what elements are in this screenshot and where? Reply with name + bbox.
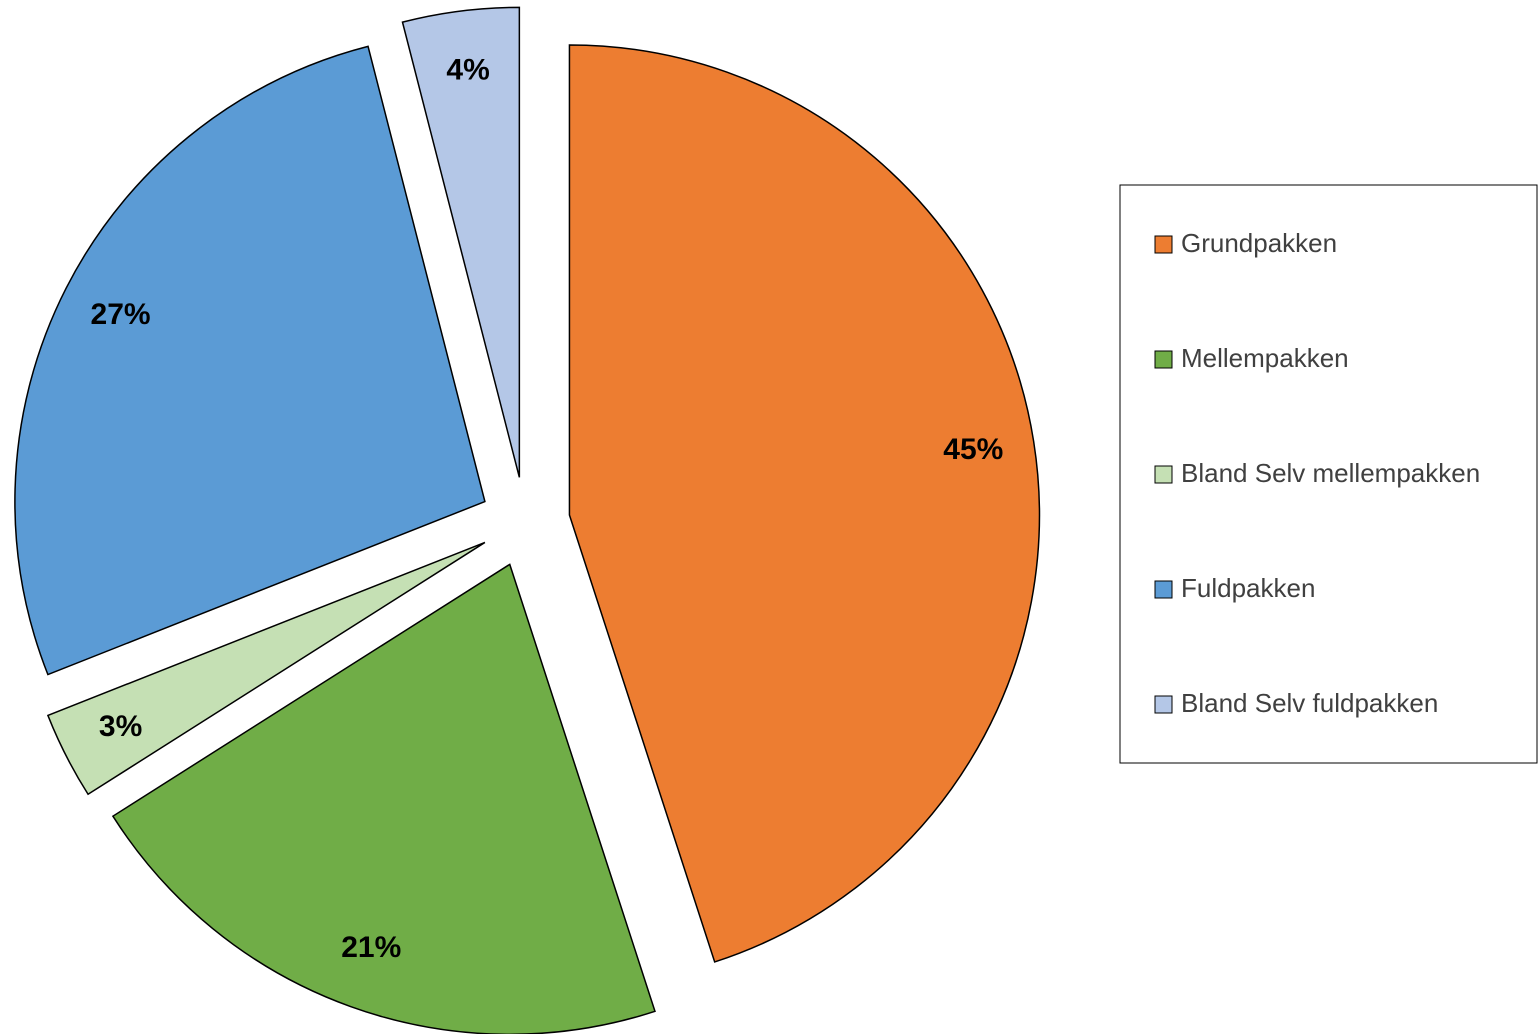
pie-slice: [14, 45, 486, 676]
legend-box: [1119, 184, 1538, 764]
data-label: 27%: [91, 298, 151, 331]
legend-swatch: [1154, 350, 1173, 369]
legend-swatch: [1154, 580, 1173, 599]
data-label: 3%: [99, 710, 142, 743]
legend-label: Bland Selv fuldpakken: [1181, 688, 1438, 718]
legend-swatch: [1154, 695, 1173, 714]
legend-swatch: [1154, 465, 1173, 484]
pie-slice: [46, 541, 486, 796]
pie-slice: [568, 44, 1041, 963]
legend-label: Fuldpakken: [1181, 573, 1315, 603]
legend-label: Bland Selv mellempakken: [1181, 458, 1480, 488]
legend-swatch: [1154, 235, 1173, 254]
legend-label: Grundpakken: [1181, 228, 1337, 258]
data-label: 21%: [341, 931, 401, 964]
legend-label: Mellempakken: [1181, 343, 1349, 373]
pie-slice: [111, 563, 656, 1034]
data-label: 45%: [943, 433, 1003, 466]
data-label: 4%: [446, 54, 489, 87]
pie-slice: [401, 6, 521, 478]
